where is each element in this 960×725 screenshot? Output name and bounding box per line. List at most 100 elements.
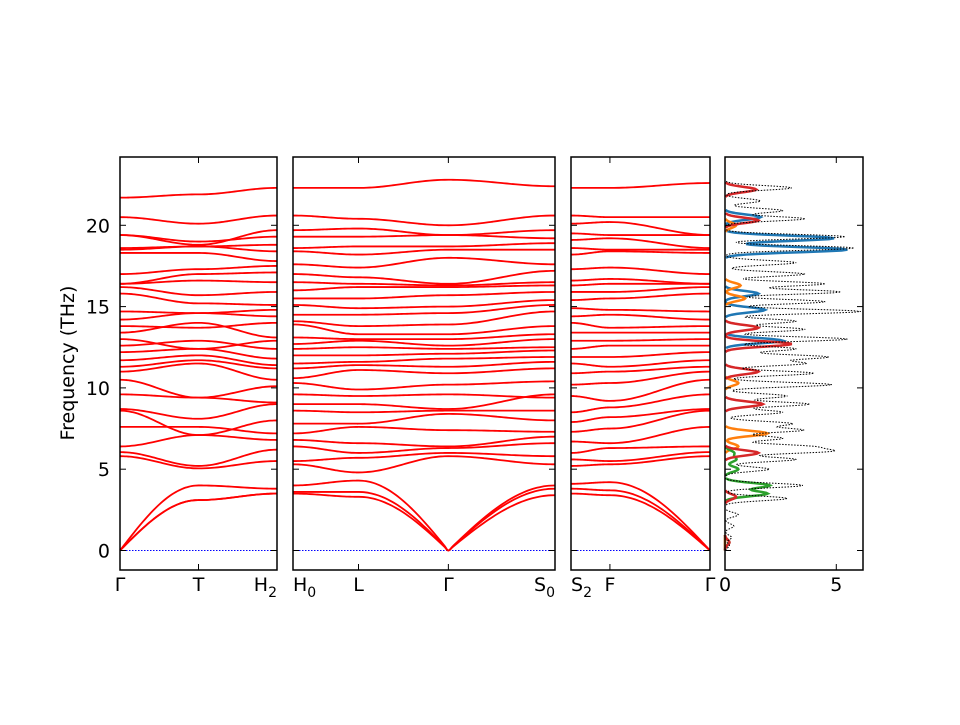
phonon-band-line: [571, 247, 710, 251]
phonon-band-line: [570, 282, 710, 287]
panel-frame: [570, 156, 711, 571]
phonon-band-line: [571, 182, 711, 189]
phonon-band-line: [570, 409, 711, 433]
dos-x-tick-label: 0: [719, 574, 731, 596]
phonon-band-line: [293, 304, 556, 316]
phonon-band-line: [119, 186, 278, 199]
phonon-band-line: [292, 426, 556, 435]
phonon-band-line: [570, 232, 710, 236]
phonon-band-line: [570, 445, 710, 454]
phonon-band-line: [570, 455, 711, 467]
x-tick-label: H2: [254, 574, 277, 601]
y-tick-label: 15: [86, 297, 110, 319]
phonon-band-line: [570, 313, 711, 321]
phonon-band-line: [293, 291, 556, 300]
y-axis-label: Frequency (THz): [57, 286, 79, 441]
phonon-band-line: [292, 492, 556, 552]
x-tick-label-subscript: 0: [307, 585, 316, 601]
x-tick-label: Γ: [115, 574, 126, 596]
phonon-band-line: [119, 455, 278, 470]
x-tick-label: H0: [293, 574, 316, 601]
phonon-band-line: [119, 362, 278, 381]
phonon-band-line: [119, 214, 278, 225]
phonon-band-line: [292, 269, 556, 285]
phonon-band-line: [119, 243, 278, 249]
phonon-band-line: [292, 338, 556, 347]
phonon-band-line: [292, 256, 556, 269]
phonon-band-line: [571, 214, 710, 219]
phonon-band-line: [293, 178, 556, 189]
phonon-band-line: [120, 252, 278, 262]
phonon-band-line: [293, 413, 556, 425]
phonon-band-line: [292, 435, 556, 448]
phonon-band-line: [292, 281, 556, 287]
phonon-band-line: [292, 214, 556, 227]
phonon-band-line: [119, 403, 278, 420]
phonon-band-line: [292, 349, 556, 357]
phonon-band-line: [292, 227, 556, 236]
panel-frame: [292, 156, 556, 571]
phonon-band-line: [292, 393, 556, 399]
phonon-band-line: [292, 452, 556, 462]
phonon-band-line: [119, 354, 278, 367]
phonon-band-line: [119, 409, 278, 436]
phonon-band-line: [292, 380, 556, 391]
phonon-band-line: [119, 359, 278, 370]
phonon-band-line: [119, 312, 278, 321]
phonon-band-line: [570, 250, 710, 256]
x-tick-label-subscript: 2: [268, 585, 277, 601]
y-tick-label: 10: [86, 378, 110, 400]
phonon-band-line: [570, 393, 711, 414]
phonon-band-line: [570, 451, 711, 462]
phonon-band-line: [571, 351, 711, 358]
phonon-band-line: [570, 487, 711, 552]
phonon-band-line: [292, 479, 556, 552]
phonon-band-line: [292, 356, 555, 365]
phonon-band-line: [292, 409, 555, 414]
y-tick-label: 5: [98, 459, 110, 481]
phonon-band-line: [571, 481, 711, 552]
phonon-band-line: [119, 265, 278, 275]
phonon-band-line: [292, 242, 556, 249]
dos-series-line: [723, 181, 793, 551]
phonon-band-line: [292, 346, 556, 350]
phonon-band-line: [292, 442, 556, 454]
x-tick-label-subscript: 2: [583, 585, 592, 601]
phonon-band-line: [119, 292, 277, 306]
phonon-band-line: [570, 378, 711, 402]
phonon-band-line: [571, 338, 711, 342]
x-tick-label: S0: [534, 574, 555, 601]
phonon-band-line: [120, 426, 278, 435]
phonon-band-line: [292, 284, 556, 292]
phonon-band-line: [119, 308, 278, 314]
phonon-band-line: [292, 367, 556, 380]
x-tick-label: L: [353, 574, 364, 596]
phonon-band-line: [119, 448, 278, 467]
phonon-band-line: [293, 487, 556, 552]
dos-series-line: [723, 208, 848, 551]
phonon-band-line: [570, 344, 710, 350]
phonon-band-line: [119, 234, 278, 243]
phonon-band-line: [570, 321, 711, 329]
dos-panel-frame: [724, 156, 864, 571]
phonon-band-line: [570, 426, 711, 445]
x-tick-label-subscript: 0: [546, 585, 555, 601]
phonon-band-line: [570, 408, 711, 423]
phonon-band-line: [292, 310, 556, 327]
phonon-band-line: [570, 292, 711, 301]
y-tick-label: 0: [98, 540, 110, 562]
phonon-band-line: [570, 370, 711, 386]
phonon-band-line: [119, 271, 278, 285]
x-tick-label: Γ: [705, 574, 716, 596]
phonon-band-line: [571, 278, 711, 285]
phonon-band-line: [119, 378, 278, 399]
phonon-band-line: [570, 237, 711, 249]
total-dos-line: [725, 180, 861, 551]
phonon-band-line: [570, 365, 711, 375]
phonon-band-line: [292, 333, 556, 341]
phonon-band-line: [119, 347, 278, 360]
phonon-band-line: [570, 307, 711, 313]
phonon-band-line: [119, 321, 278, 339]
